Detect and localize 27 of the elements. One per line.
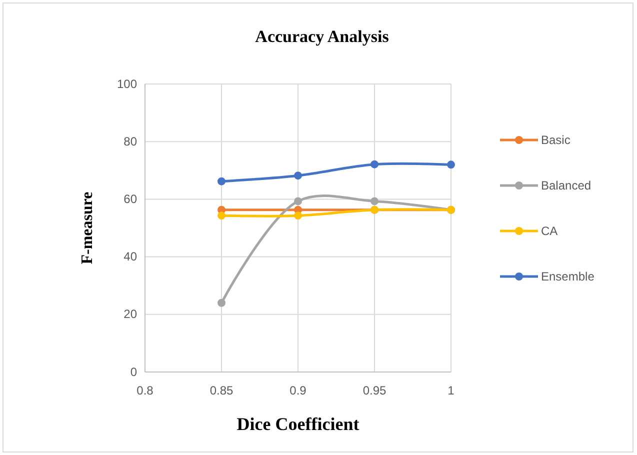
y-tick-label: 80 (124, 134, 138, 148)
y-tick-label: 100 (116, 76, 138, 91)
point (294, 212, 302, 220)
x-tick-label: 0.95 (362, 384, 386, 398)
x-tick-label: 0.8 (136, 384, 154, 398)
point (447, 160, 455, 169)
point (218, 177, 226, 186)
legend-label: CA (541, 224, 558, 238)
x-tick-label: 1 (448, 384, 455, 398)
legend-label: Balanced (541, 178, 592, 192)
point (370, 160, 378, 168)
y-tick-label: 0 (130, 364, 138, 379)
x-tick-label: 0.9 (290, 384, 307, 398)
y-axis-title: F-measure (79, 192, 96, 264)
point (294, 172, 302, 180)
y-tick-label: 40 (124, 250, 138, 264)
point (218, 298, 226, 307)
chart-title: Accuracy Analysis (255, 27, 390, 46)
legend-label: Basic (541, 133, 570, 147)
point (218, 212, 226, 220)
x-tick-label: 0.85 (210, 384, 234, 398)
y-tick-label: 60 (124, 192, 138, 206)
point (294, 197, 302, 206)
legend-label: Ensemble (541, 270, 595, 284)
x-axis-title: Dice Coefficient (236, 414, 360, 434)
y-tick-label: 20 (124, 307, 138, 322)
point (370, 197, 378, 206)
